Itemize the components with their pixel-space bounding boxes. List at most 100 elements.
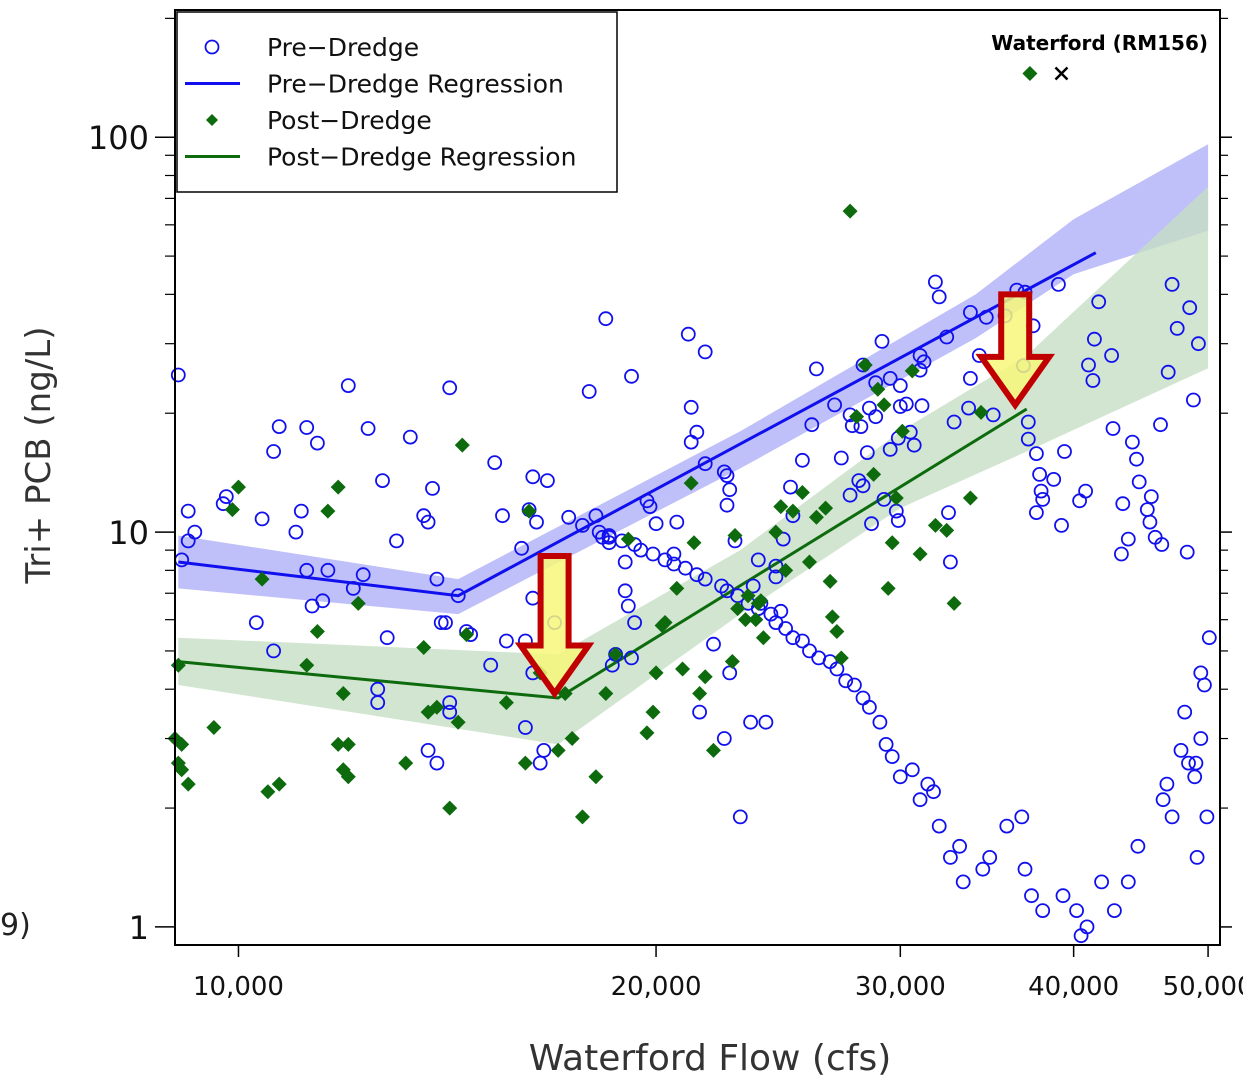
y-tick-label: 10 — [108, 514, 149, 552]
y-tick-label: 100 — [88, 119, 149, 157]
post-dredge-point — [450, 714, 466, 730]
pre-dredge-point — [714, 578, 729, 594]
pre-dredge-point — [1057, 444, 1072, 459]
pre-dredge-point — [961, 400, 976, 416]
pre-dredge-point — [536, 743, 552, 758]
pre-dredge-point — [666, 556, 682, 572]
pre-dredge-point — [763, 606, 779, 622]
pre-dredge-point — [218, 489, 234, 505]
pre-dredge-point — [1164, 276, 1180, 292]
pre-dredge-point — [1014, 809, 1030, 825]
pre-dredge-point — [1154, 537, 1170, 552]
pre-dredge-point — [1033, 483, 1049, 499]
pre-dredge-point — [719, 468, 735, 484]
post-dredge-point — [705, 742, 721, 758]
pre-dredge-regression-line — [178, 251, 1097, 598]
pre-dredge-point — [697, 456, 713, 472]
pre-dredge-point — [1032, 466, 1047, 482]
pre-dredge-point — [1181, 755, 1196, 771]
pre-dredge-point — [639, 493, 655, 509]
pre-dredge-point — [1078, 483, 1093, 499]
pre-dredge-point — [963, 370, 978, 386]
post-dredge-point — [849, 409, 865, 425]
post-dredge-point — [557, 686, 573, 702]
pre-dredge-point — [955, 874, 971, 890]
pre-dredge-point — [785, 630, 801, 646]
pre-dredge-point — [345, 581, 361, 596]
post-dredge-point — [588, 769, 604, 785]
pre-dredge-point — [1104, 348, 1119, 363]
post-dredge-point — [521, 503, 537, 519]
legend-label: Post−Dredge — [267, 106, 432, 135]
post-dredge-point — [340, 736, 356, 752]
reduction-arrow-right — [975, 291, 1056, 411]
pre-dredge-point — [1085, 373, 1101, 388]
pre-dredge-point — [1130, 838, 1146, 854]
pre-dredge-point — [1177, 704, 1193, 720]
pre-dredge-point — [914, 398, 930, 414]
pre-dredge-point — [309, 435, 325, 451]
post-dredge-point — [822, 573, 838, 589]
pre-dredge-point — [487, 455, 503, 471]
pre-dredge-point — [299, 562, 315, 578]
post-dredge-point — [675, 661, 691, 677]
post-dredge-point — [271, 776, 287, 792]
pre-dredge-point — [620, 598, 636, 614]
post-dredge-point — [801, 554, 817, 570]
post-dredge-point — [260, 784, 276, 800]
post-dredge-point — [330, 736, 346, 752]
post-dredge-point — [340, 769, 356, 785]
legend-label: Pre−Dredge Regression — [267, 70, 564, 99]
post-dredge-point — [857, 357, 873, 373]
post-dredge-point — [645, 704, 661, 720]
legend-label: Post−Dredge Regression — [267, 143, 576, 172]
pre-dredge-point — [775, 531, 791, 547]
post-dredge-point — [335, 686, 351, 702]
post-dredge-point — [620, 531, 636, 547]
pre-dredge-point — [1182, 300, 1198, 316]
pre-dredge-point — [864, 516, 879, 532]
pre-dredge-point — [266, 643, 282, 659]
legend-symbol-circle — [204, 39, 220, 55]
pre-dredge-point — [529, 514, 544, 530]
pre-dredge-point — [697, 571, 713, 587]
pre-dredge-point — [963, 304, 978, 320]
pre-dredge-point — [999, 818, 1015, 834]
pre-dredge-point — [697, 344, 713, 360]
pre-dredge-point — [438, 615, 453, 630]
pre-dredge-point — [928, 274, 943, 290]
post-dredge-point — [206, 719, 222, 735]
pre-dredge-point — [340, 378, 356, 394]
pre-dredge-point — [617, 554, 633, 570]
post-dredge-point — [833, 650, 849, 666]
pre-dredge-point — [355, 567, 371, 583]
pre-dredge-point — [379, 630, 395, 646]
post-dredge-point — [550, 742, 566, 758]
pre-dredge-point — [768, 615, 784, 630]
outlier-x-stroke — [1054, 66, 1069, 81]
pre-dredge-point — [180, 533, 196, 549]
pre-dredge-point — [943, 554, 958, 570]
post-dredge-point — [794, 484, 810, 500]
pre-dredge-point — [1087, 331, 1102, 347]
pre-dredge-point — [920, 776, 936, 792]
pre-dredge-confidence-band — [178, 144, 1209, 615]
pre-dredge-point — [904, 762, 920, 778]
pre-dredge-point — [669, 514, 685, 530]
pre-dredge-point — [442, 380, 458, 396]
post-dredge-point — [724, 654, 740, 670]
post-dredge-point — [299, 657, 315, 673]
pre-dredge-point — [1029, 505, 1044, 520]
pre-dredge-point — [1115, 496, 1131, 512]
pre-dredge-point — [1029, 446, 1044, 462]
post-dredge-point — [737, 612, 753, 628]
post-dredge-point — [180, 776, 196, 792]
post-dredge-point — [608, 646, 624, 662]
pre-dredge-point — [838, 673, 854, 689]
pre-dredge-point — [561, 509, 577, 525]
pre-dredge-point — [941, 505, 956, 520]
post-dredge-point — [740, 588, 756, 604]
post-dredge-point — [564, 731, 580, 747]
post-dredge-point — [330, 479, 346, 495]
post-dredge-point — [174, 736, 190, 752]
